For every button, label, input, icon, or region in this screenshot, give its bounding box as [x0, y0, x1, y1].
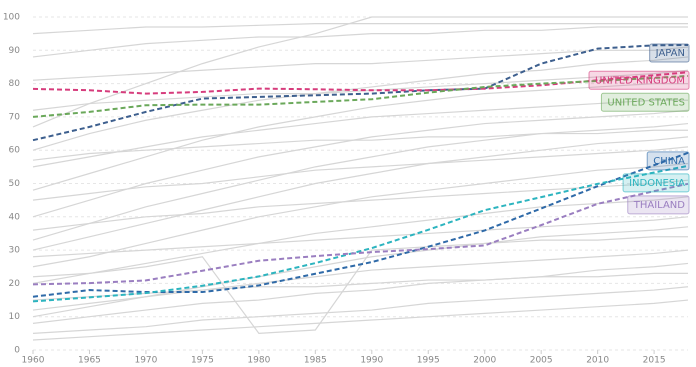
y-tick-label: 80: [9, 79, 21, 89]
label-box: [627, 195, 690, 215]
background-line: [32, 272, 688, 301]
background-line: [32, 23, 688, 35]
background-line: [32, 16, 688, 128]
label-box: [649, 43, 690, 63]
highlight-line: [32, 151, 689, 298]
y-tick-label: 70: [9, 112, 21, 122]
highlight-line: [32, 164, 689, 303]
label-text: CHINA: [653, 156, 685, 167]
background-line: [32, 216, 689, 258]
y-tick-label: 60: [9, 146, 21, 156]
background-line: [32, 109, 689, 218]
series-label: UNITED STATES: [600, 92, 690, 112]
x-tick-label: 1990: [360, 356, 383, 366]
x-tick-label: 1965: [78, 356, 101, 366]
label-text: THAILAND: [633, 200, 686, 211]
label-text: INDONESIA: [629, 178, 685, 189]
label-box: [622, 173, 690, 193]
highlight-line: [32, 43, 689, 142]
background-line: [32, 262, 689, 324]
background-line: [32, 46, 689, 81]
x-tick-label: 1995: [417, 356, 440, 366]
x-tick-label: 1985: [304, 356, 327, 366]
background-line: [32, 196, 689, 284]
background-line: [32, 236, 688, 334]
background-line: [32, 122, 689, 241]
background-line: [32, 162, 689, 268]
highlight-line: [32, 71, 689, 95]
y-tick-label: 40: [9, 212, 21, 222]
label-text: UNITED KINGDOM: [595, 75, 685, 86]
background-line: [32, 136, 689, 251]
label-box: [600, 92, 690, 112]
background-line: [32, 82, 688, 191]
background-line: [32, 249, 689, 311]
series-label: INDONESIA: [622, 173, 690, 193]
y-tick-label: 90: [9, 46, 21, 56]
x-tick-label: 2005: [530, 356, 553, 366]
y-tick-label: 10: [9, 312, 21, 322]
x-tick-label: 2010: [586, 356, 609, 366]
y-tick-label: 100: [3, 13, 20, 23]
highlight-line: [32, 74, 689, 118]
background-line: [32, 56, 689, 151]
x-tick-label: 1960: [22, 356, 45, 366]
background-line: [32, 299, 689, 341]
x-tick-label: 2015: [643, 356, 666, 366]
highlight-line: [32, 182, 689, 286]
series-label: JAPAN: [649, 43, 690, 63]
x-tick-label: 2000: [473, 356, 496, 366]
label-box: [588, 70, 690, 90]
x-tick-label: 1970: [134, 356, 157, 366]
label-text: JAPAN: [655, 48, 685, 59]
background-line: [32, 99, 688, 168]
y-tick-label: 20: [9, 279, 21, 289]
x-tick-label: 1975: [191, 356, 214, 366]
series-label: THAILAND: [627, 195, 690, 215]
label-text: UNITED STATES: [607, 97, 685, 108]
background-line: [32, 146, 689, 201]
background-line: [32, 129, 688, 161]
background-line: [32, 26, 688, 58]
x-tick-label: 1980: [247, 356, 270, 366]
label-box: [646, 151, 690, 171]
background-line: [32, 286, 689, 334]
series-label: UNITED KINGDOM: [588, 70, 690, 90]
y-tick-label: 30: [9, 246, 21, 256]
y-tick-label: 50: [9, 179, 21, 189]
series-label: CHINA: [646, 151, 690, 171]
y-tick-label: 0: [14, 346, 20, 356]
